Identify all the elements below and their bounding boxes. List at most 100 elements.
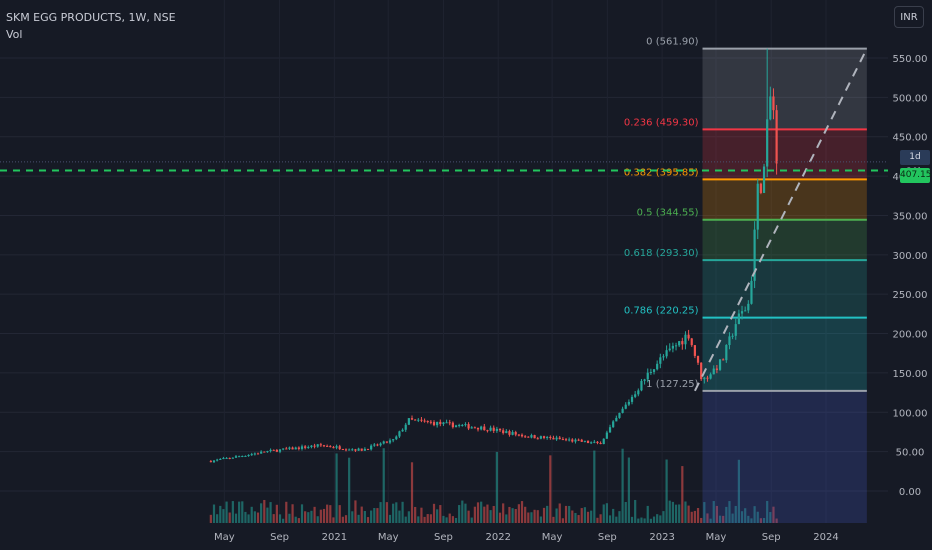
volume-bar bbox=[426, 514, 429, 523]
volume-bar bbox=[561, 518, 564, 523]
candle-body bbox=[740, 311, 744, 314]
volume-bar bbox=[665, 459, 668, 523]
candle-body bbox=[769, 96, 772, 120]
volume-bar bbox=[329, 505, 332, 523]
volume-bar bbox=[294, 516, 297, 523]
volume-bar bbox=[483, 506, 486, 523]
candle-body bbox=[256, 453, 260, 455]
volume-bar bbox=[634, 499, 637, 523]
candle-body bbox=[288, 447, 291, 449]
grid bbox=[0, 0, 888, 523]
candle-body bbox=[322, 445, 326, 447]
volume-bar bbox=[288, 513, 291, 523]
candle-body bbox=[338, 446, 341, 450]
candle-body bbox=[505, 431, 508, 434]
candle-body bbox=[247, 455, 250, 457]
volume-bar bbox=[263, 499, 266, 523]
candle-body bbox=[646, 372, 649, 380]
candle-body bbox=[527, 436, 530, 438]
candle-body bbox=[291, 447, 294, 450]
candle-body bbox=[596, 441, 599, 444]
volume-bar bbox=[209, 514, 212, 523]
volume-bar bbox=[627, 457, 630, 523]
candle-body bbox=[564, 439, 568, 441]
time-tick-label: Sep bbox=[598, 532, 617, 543]
volume-bar bbox=[546, 505, 549, 523]
candle-body bbox=[407, 418, 410, 425]
candle-body bbox=[388, 440, 392, 443]
volume-bar bbox=[552, 516, 555, 523]
volume-bar bbox=[231, 501, 234, 523]
volume-bar bbox=[737, 459, 740, 523]
volume-bar bbox=[687, 505, 690, 523]
candle-body bbox=[718, 359, 722, 370]
volume-bar bbox=[646, 505, 649, 523]
candle-body bbox=[715, 368, 718, 370]
candle-body bbox=[615, 417, 618, 422]
candle-body bbox=[706, 377, 709, 379]
candle-body bbox=[624, 404, 627, 409]
volume-bar bbox=[766, 500, 769, 523]
candle-body bbox=[728, 336, 731, 346]
candle-body bbox=[442, 422, 445, 425]
volume-bar bbox=[508, 506, 511, 523]
price-tick-label: 300.00 bbox=[893, 251, 928, 262]
candle-body bbox=[470, 427, 473, 429]
volume-bar bbox=[564, 505, 568, 523]
bar-countdown-tag: 1d 20h bbox=[900, 150, 930, 177]
candle-body bbox=[690, 338, 693, 346]
volume-bar bbox=[498, 512, 502, 523]
volume-bar bbox=[225, 501, 228, 523]
candle-body bbox=[674, 345, 678, 347]
candle-body bbox=[640, 380, 643, 391]
candle-body bbox=[253, 453, 256, 455]
volume-bar bbox=[363, 510, 366, 523]
volume-bar bbox=[458, 505, 461, 523]
volume-bar bbox=[586, 511, 590, 523]
candle-body bbox=[621, 408, 624, 413]
volume-bar bbox=[630, 516, 634, 523]
candle-body bbox=[593, 441, 596, 443]
volume-bar bbox=[461, 500, 464, 523]
candle-body bbox=[212, 460, 216, 463]
volume-label: Vol bbox=[6, 28, 23, 41]
volume-bar bbox=[693, 510, 696, 523]
volume-bar bbox=[618, 511, 621, 523]
candle-body bbox=[263, 451, 266, 453]
candle-body bbox=[373, 444, 376, 446]
volume-bar bbox=[360, 506, 363, 523]
volume-bar bbox=[684, 501, 687, 523]
volume-bar bbox=[678, 504, 681, 523]
volume-bar bbox=[530, 512, 533, 523]
fib-retracement[interactable]: 0 (561.90) 0.236 (459.30) 0.382 (395.85) 0.… bbox=[624, 37, 867, 523]
volume-bar bbox=[539, 516, 542, 523]
candle-body bbox=[700, 362, 703, 380]
candle-body bbox=[756, 183, 759, 230]
candle-body bbox=[410, 418, 414, 420]
candle-body bbox=[536, 438, 539, 440]
volume-bar bbox=[596, 517, 599, 523]
candle-body bbox=[709, 374, 712, 379]
volume-bar bbox=[429, 514, 432, 523]
volume-bar bbox=[307, 512, 310, 523]
currency-button[interactable]: INR bbox=[894, 6, 924, 28]
candle-body bbox=[250, 454, 253, 456]
candle-body bbox=[313, 445, 316, 447]
volume-bar bbox=[234, 513, 238, 523]
candle-body bbox=[712, 368, 715, 375]
volume-bar bbox=[495, 451, 498, 523]
volume-bar bbox=[467, 510, 470, 523]
volume-bar bbox=[470, 517, 473, 523]
time-tick-label: Sep bbox=[762, 532, 781, 543]
volume-bar bbox=[542, 507, 546, 523]
time-tick-label: May bbox=[378, 532, 399, 543]
volume-bar bbox=[304, 511, 307, 523]
volume-bar bbox=[747, 515, 750, 523]
candle-body bbox=[432, 422, 436, 426]
candle-body bbox=[244, 455, 247, 457]
volume-bar bbox=[536, 510, 539, 523]
volume-bar bbox=[319, 509, 322, 523]
candle-body bbox=[269, 449, 272, 452]
candle-body bbox=[385, 441, 388, 443]
